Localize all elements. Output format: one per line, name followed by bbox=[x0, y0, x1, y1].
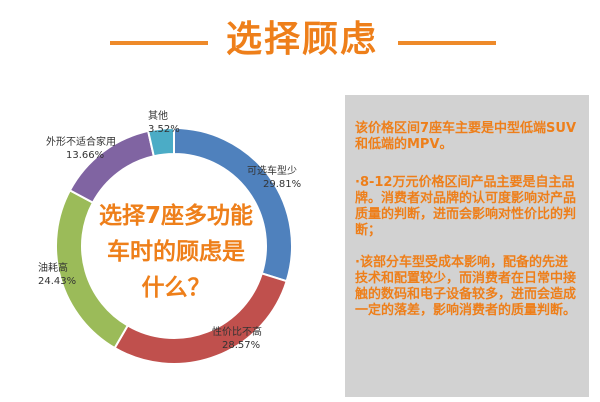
chart-title-line-2: 车时的顾虑是 bbox=[107, 239, 245, 265]
chart-title-line-3: 什么？ bbox=[141, 275, 211, 301]
slice-label-3-value: 13.66% bbox=[66, 150, 105, 161]
slice-label-2-value: 24.43% bbox=[38, 276, 77, 287]
title-decoration-right bbox=[398, 41, 496, 45]
slice-label-2: 油耗高 24.43% bbox=[38, 262, 76, 288]
slice-label-0-value: 29.81% bbox=[263, 179, 302, 190]
notes-panel: 该价格区间7座车主要是中型低端SUV和低端的MPV。 ·8-12万元价格区间产品… bbox=[345, 95, 589, 397]
donut-slices bbox=[55, 126, 293, 365]
slice-label-2-name: 油耗高 bbox=[38, 263, 68, 274]
note-paragraph-2: ·8-12万元价格区间产品主要是自主品牌。消费者对品牌的认可度影响对产品质量的判… bbox=[355, 175, 577, 238]
slice-label-4: 其他 3.52% bbox=[148, 110, 180, 136]
slice-label-4-name: 其他 bbox=[148, 111, 168, 122]
slice-label-0: 可选车型少 29.81% bbox=[247, 165, 301, 191]
slice-label-0-name: 可选车型少 bbox=[247, 166, 297, 177]
slice-label-1-name: 性价比不高 bbox=[212, 327, 262, 338]
slice-label-1-value: 28.57% bbox=[222, 340, 261, 351]
note-paragraph-1: 该价格区间7座车主要是中型低端SUV和低端的MPV。 bbox=[355, 121, 577, 152]
slice-label-4-value: 3.52% bbox=[148, 124, 180, 135]
page-title: 选择顾虑 bbox=[225, 19, 378, 60]
note-paragraph-3: ·该部分车型受成本影响，配备的先进技术和配置较少，而消费者在日常中接触的数码和电… bbox=[355, 255, 577, 318]
chart-title-line-1: 选择7座多功能 bbox=[98, 203, 253, 229]
chart-title: 选择7座多功能 车时的顾虑是 什么？ bbox=[96, 198, 256, 306]
donut-slice-4 bbox=[146, 126, 175, 158]
slice-label-3: 外形不适合家用 13.66% bbox=[46, 136, 116, 162]
slice-label-1: 性价比不高 28.57% bbox=[212, 326, 262, 352]
slice-label-3-name: 外形不适合家用 bbox=[46, 137, 116, 148]
donut-chart bbox=[55, 126, 293, 365]
header: 选择顾虑 bbox=[0, 0, 600, 70]
title-decoration-left bbox=[110, 41, 208, 45]
